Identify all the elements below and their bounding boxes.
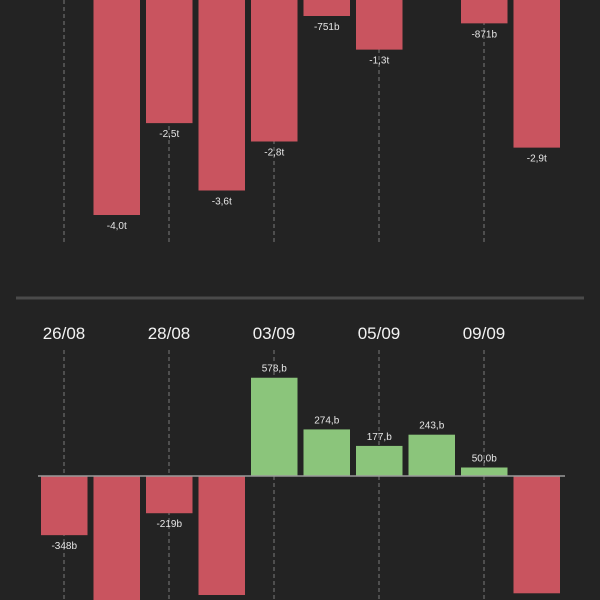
bottom-bar-chart: 26/08 28/08 03/09 05/09 09/09 -348b -219b 578,b… <box>38 324 565 600</box>
bar-value-label: 243,b <box>419 421 444 432</box>
bar-value-label: -751b <box>314 22 340 33</box>
bar-value-label: -219b <box>156 519 182 530</box>
bar-value-label: -2,8t <box>264 148 284 159</box>
bar-value-label: -348b <box>51 541 77 552</box>
bar-negative <box>198 476 245 595</box>
bar-value-label: 578,b <box>262 364 287 375</box>
bar-positive <box>408 434 455 476</box>
bar-negative <box>513 476 560 594</box>
bar-negative <box>356 0 403 50</box>
bar-value-label: 177,b <box>367 432 392 443</box>
bar-value-label: 274,b <box>314 415 339 426</box>
top-bar-chart: -4,0t -2,5t -3,6t -2,8t -751b -1,3t -871b -2,9t <box>63 0 560 245</box>
bar-negative <box>251 0 298 142</box>
bar-negative <box>146 476 193 514</box>
bar-negative <box>198 0 245 191</box>
bar-positive <box>461 467 508 476</box>
bar-negative <box>93 0 140 215</box>
bar-value-label: -3,6t <box>212 197 232 208</box>
bar-value-label: 50,0b <box>472 454 497 465</box>
bar-negative <box>461 0 508 24</box>
bar-negative <box>41 476 88 536</box>
bar-negative <box>513 0 560 148</box>
bar-negative <box>93 476 140 600</box>
bar-negative <box>303 0 350 16</box>
date-tick-label: 09/09 <box>463 324 506 343</box>
bar-value-label: -2,5t <box>159 129 179 140</box>
bar-positive <box>303 429 350 476</box>
bar-value-label: -2,9t <box>527 154 547 165</box>
bar-negative <box>146 0 193 124</box>
bar-value-label: -871b <box>471 29 497 40</box>
bar-value-label: -1,3t <box>369 56 389 67</box>
bar-value-label: -4,0t <box>107 221 127 232</box>
date-tick-label: 03/09 <box>253 324 296 343</box>
date-tick-label: 05/09 <box>358 324 401 343</box>
bar-positive <box>251 377 298 476</box>
date-tick-label: 26/08 <box>43 324 86 343</box>
bar-positive <box>356 445 403 476</box>
date-tick-label: 28/08 <box>148 324 191 343</box>
